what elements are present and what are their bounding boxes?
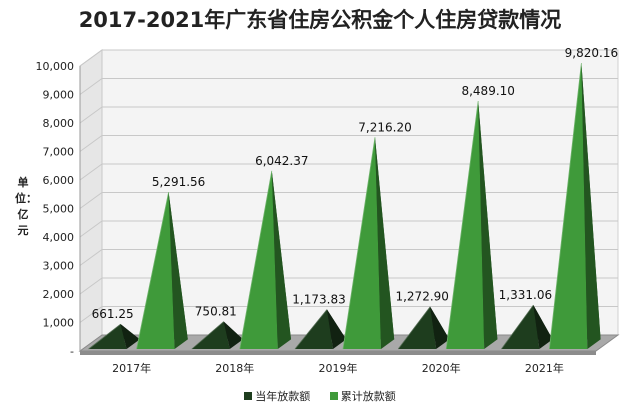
y-tick-label: 10,000 (36, 60, 75, 73)
x-tick-label: 2021年 (525, 361, 564, 375)
gridline (79, 220, 618, 238)
x-tick-label: 2017年 (112, 361, 151, 375)
chart-title: 2017-2021年广东省住房公积金个人住房贷款情况 (78, 8, 562, 32)
gridline (79, 106, 618, 124)
gridline (79, 249, 618, 266)
floor-edge (80, 351, 596, 355)
y-tick-label: 7,000 (43, 146, 75, 159)
bar-edge (342, 137, 376, 350)
bar-edge (88, 323, 121, 350)
bar-right-face (581, 63, 601, 350)
y-tick-label: 2,000 (43, 288, 75, 301)
data-label: 7,216.20 (358, 120, 411, 134)
bar-front-face (343, 137, 381, 349)
gridline (79, 163, 618, 181)
bar-right-face (533, 305, 553, 349)
bar-right-face (430, 306, 450, 349)
legend-label-annual: 当年放款额 (255, 390, 311, 403)
data-label: 5,291.56 (152, 175, 205, 189)
bar-front-face (239, 170, 278, 349)
bar-right-face (120, 324, 140, 349)
gridline (79, 192, 618, 209)
legend-item-cumulative: 累计放款额 (329, 388, 396, 404)
bar-front-face (88, 324, 127, 349)
bar-front-face (549, 63, 588, 350)
x-tick-label: 2018年 (215, 361, 254, 375)
gridline (79, 78, 618, 95)
bar-front-face (191, 321, 230, 349)
bar-right-face (223, 321, 243, 349)
data-label: 1,331.06 (499, 288, 552, 302)
legend-swatch-annual (244, 392, 253, 400)
y-tick-label: - (70, 345, 74, 358)
y-tick-label: 5,000 (43, 203, 75, 216)
data-label: 6,042.37 (255, 154, 308, 168)
y-tick-label: 4,000 (43, 231, 75, 244)
gridline (79, 135, 618, 152)
bar-front-face (295, 309, 333, 349)
bar-front-face (398, 306, 437, 349)
legend-swatch-cumulative (329, 392, 338, 400)
bar-edge (191, 321, 225, 350)
bar-front-face (136, 192, 175, 349)
bar-edge (445, 101, 479, 350)
legend-item-annual: 当年放款额 (244, 388, 310, 404)
bar-edge (136, 192, 169, 350)
bar-edge (501, 304, 534, 350)
y-tick-label: 8,000 (43, 117, 75, 130)
bar-edge (549, 63, 582, 350)
chart-legend: 当年放款额 累计放款额 (0, 388, 640, 404)
y-tick-label: 3,000 (43, 260, 75, 273)
bar-right-face (327, 309, 347, 349)
legend-label-cumulative: 累计放款额 (340, 390, 396, 403)
bar-edge (294, 309, 328, 350)
bar-front-face (446, 101, 485, 349)
data-label: 750.81 (195, 305, 237, 319)
y-tick-label: 9,000 (43, 89, 75, 102)
bar-right-face (271, 170, 291, 349)
data-label: 1,173.83 (292, 293, 345, 307)
y-tick-label: 1,000 (43, 317, 75, 330)
gridline (79, 306, 618, 323)
data-label: 8,489.10 (461, 84, 514, 98)
gridline (79, 49, 618, 67)
x-tick-label: 2019年 (319, 361, 358, 375)
bar-right-face (168, 192, 188, 349)
data-label: 1,272.90 (395, 290, 448, 304)
chart-plot-area: - 1,000 2,000 3,000 4,000 5,000 6,000 7,000 8,00… (36, 46, 620, 375)
bar-right-face (375, 137, 395, 349)
data-label: 661.25 (92, 307, 134, 321)
y-tick-label: 6,000 (43, 174, 75, 187)
bar-right-face (478, 101, 498, 349)
gridline (79, 277, 618, 295)
bar-edge (239, 170, 273, 350)
x-tick-label: 2020年 (422, 361, 461, 375)
data-label: 9,820.16 (565, 46, 618, 60)
bar-front-face (501, 305, 540, 349)
bar-edge (397, 306, 431, 350)
